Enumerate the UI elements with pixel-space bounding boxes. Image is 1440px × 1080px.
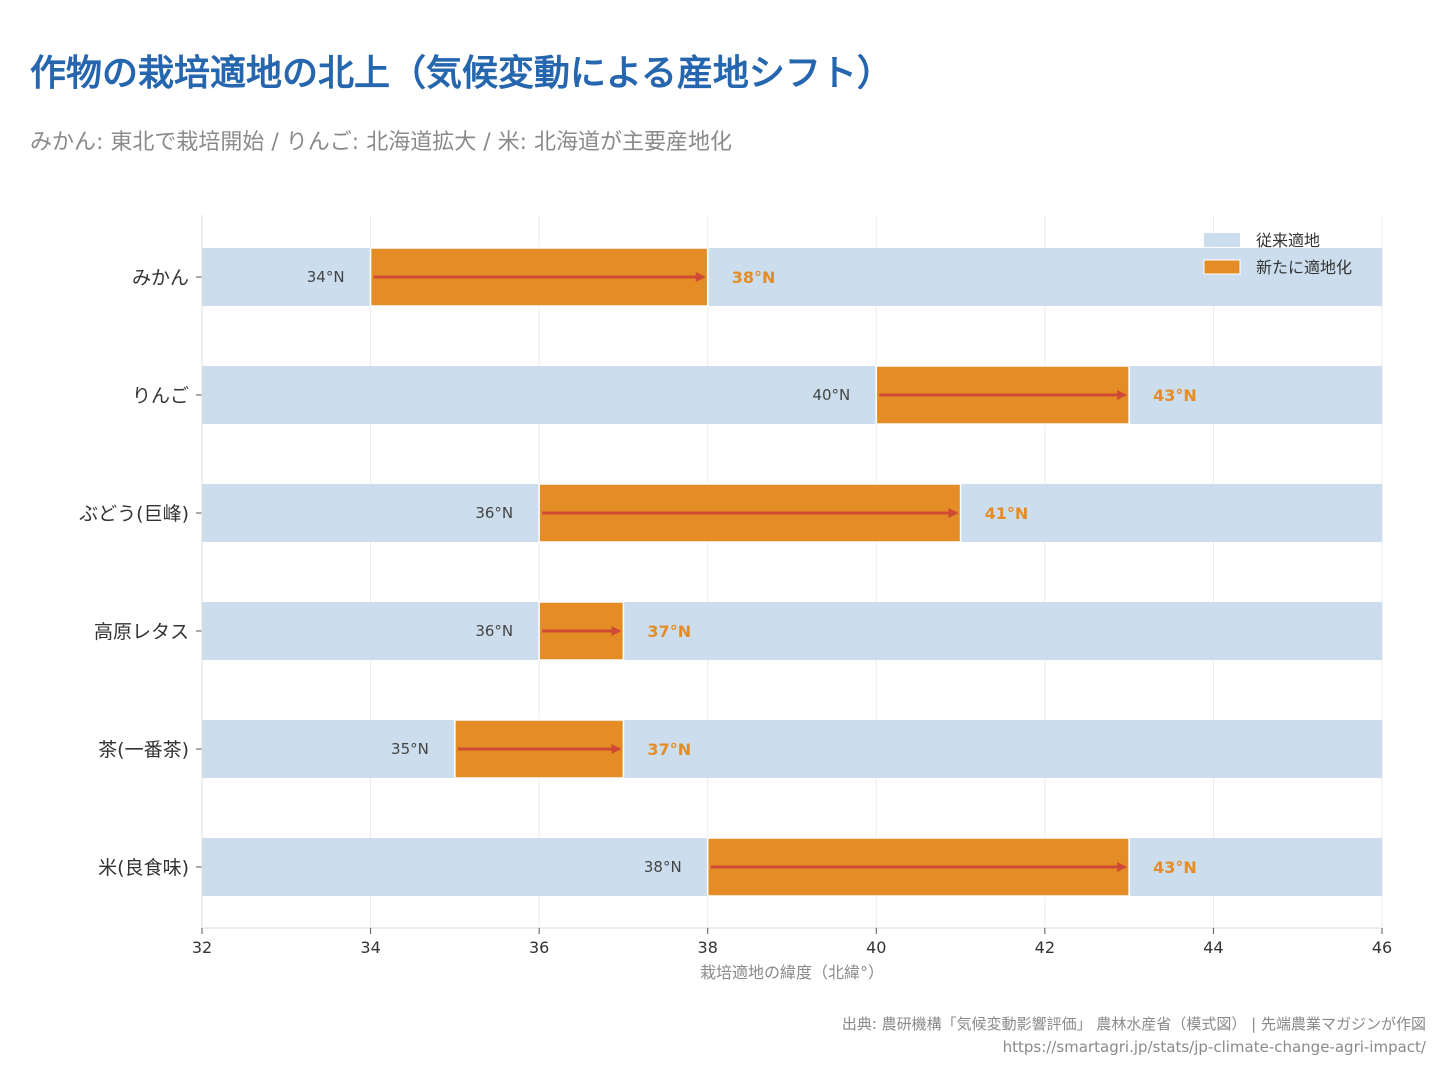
legend-label: 新たに適地化: [1256, 258, 1352, 277]
label-from: 36°N: [475, 622, 513, 640]
y-tick-label: 米(良食味): [98, 857, 189, 879]
chart-subtitle: みかん: 東北で栽培開始 / りんご: 北海道拡大 / 米: 北海道が主要産地化: [30, 130, 733, 155]
label-to: 41°N: [985, 504, 1029, 523]
y-tick-label: 高原レタス: [94, 621, 189, 643]
y-tick-label: みかん: [132, 267, 189, 289]
x-tick-label: 42: [1035, 938, 1055, 957]
legend-swatch: [1204, 233, 1240, 247]
x-tick-label: 36: [529, 938, 549, 957]
legend-label: 従来適地: [1256, 231, 1320, 250]
x-tick-label: 32: [192, 938, 212, 957]
label-from: 40°N: [812, 386, 850, 404]
bar-conventional: [202, 366, 1382, 424]
x-tick-label: 34: [360, 938, 380, 957]
label-to: 38°N: [732, 268, 776, 287]
y-tick-label: りんご: [132, 385, 189, 407]
bar-conventional: [202, 602, 1382, 660]
x-tick-label: 46: [1372, 938, 1392, 957]
x-axis-label: 栽培適地の緯度（北緯°）: [700, 963, 884, 982]
label-from: 34°N: [307, 268, 345, 286]
source-note: 出典: 農研機構「気候変動影響評価」 農林水産省（模式図） | 先端農業マガジン…: [841, 1015, 1426, 1033]
label-from: 38°N: [644, 858, 682, 876]
x-tick-label: 44: [1203, 938, 1223, 957]
label-to: 37°N: [647, 740, 691, 759]
y-tick-label: ぶどう(巨峰): [79, 503, 189, 525]
source-url: https://smartagri.jp/stats/jp-climate-ch…: [1002, 1038, 1426, 1056]
label-from: 36°N: [475, 504, 513, 522]
grid-lines: [201, 215, 1383, 928]
label-to: 43°N: [1153, 858, 1197, 877]
latitude-shift-chart: 34°N 38°N 40°N 43°N 36°N 41°N 36°N 37°N 35°N 37°N…: [79, 215, 1392, 982]
label-to: 37°N: [647, 622, 691, 641]
label-to: 43°N: [1153, 386, 1197, 405]
x-tick-label: 38: [698, 938, 718, 957]
x-tick-label: 40: [866, 938, 886, 957]
label-from: 35°N: [391, 740, 429, 758]
y-tick-label: 茶(一番茶): [98, 739, 189, 761]
bars: 34°N 38°N 40°N 43°N 36°N 41°N 36°N 37°N 35°N 37°N…: [202, 247, 1382, 897]
chart-title: 作物の栽培適地の北上（気候変動による産地シフト）: [30, 53, 893, 94]
legend-swatch: [1203, 259, 1241, 275]
bar-conventional: [202, 720, 1382, 778]
